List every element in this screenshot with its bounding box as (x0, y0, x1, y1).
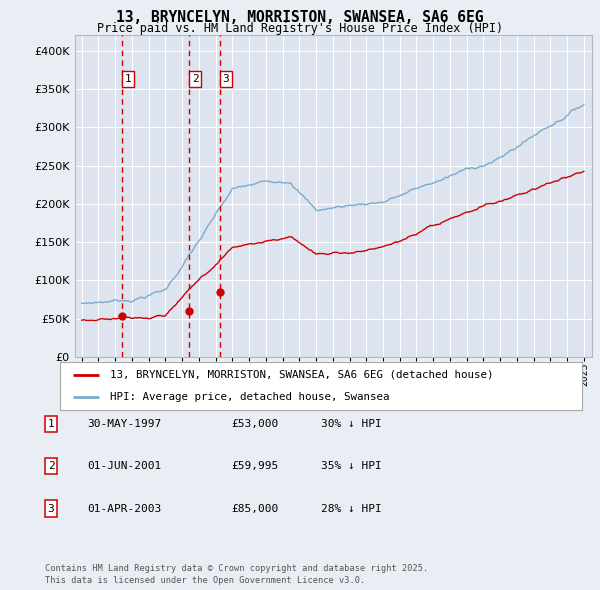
Text: Price paid vs. HM Land Registry's House Price Index (HPI): Price paid vs. HM Land Registry's House … (97, 22, 503, 35)
Text: 2: 2 (191, 74, 199, 84)
Text: 2: 2 (47, 461, 55, 471)
Text: 3: 3 (47, 504, 55, 513)
Text: 13, BRYNCELYN, MORRISTON, SWANSEA, SA6 6EG (detached house): 13, BRYNCELYN, MORRISTON, SWANSEA, SA6 6… (110, 370, 493, 380)
Text: 35% ↓ HPI: 35% ↓ HPI (321, 461, 382, 471)
Text: 1: 1 (125, 74, 131, 84)
Text: 01-JUN-2001: 01-JUN-2001 (87, 461, 161, 471)
Text: 30-MAY-1997: 30-MAY-1997 (87, 419, 161, 428)
Text: 13, BRYNCELYN, MORRISTON, SWANSEA, SA6 6EG: 13, BRYNCELYN, MORRISTON, SWANSEA, SA6 6… (116, 10, 484, 25)
Text: 1: 1 (47, 419, 55, 428)
Text: 3: 3 (222, 74, 229, 84)
Text: £53,000: £53,000 (231, 419, 278, 428)
Text: 28% ↓ HPI: 28% ↓ HPI (321, 504, 382, 513)
Text: 01-APR-2003: 01-APR-2003 (87, 504, 161, 513)
Text: £59,995: £59,995 (231, 461, 278, 471)
Text: Contains HM Land Registry data © Crown copyright and database right 2025.
This d: Contains HM Land Registry data © Crown c… (45, 565, 428, 585)
Text: HPI: Average price, detached house, Swansea: HPI: Average price, detached house, Swan… (110, 392, 389, 402)
Text: £85,000: £85,000 (231, 504, 278, 513)
Text: 30% ↓ HPI: 30% ↓ HPI (321, 419, 382, 428)
